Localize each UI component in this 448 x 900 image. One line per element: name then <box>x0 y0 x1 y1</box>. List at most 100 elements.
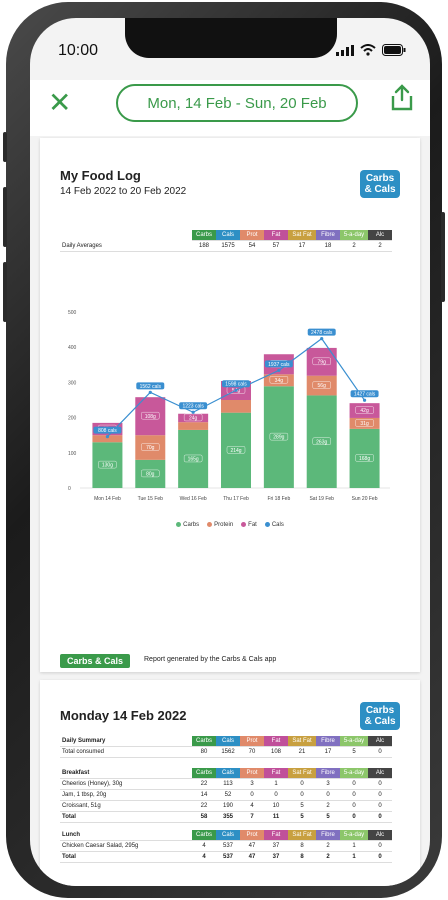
section-title: Lunch <box>60 830 192 841</box>
day-title: Monday 14 Feb 2022 <box>60 708 187 723</box>
cell: 4 <box>192 840 216 852</box>
cell: 0 <box>340 811 368 823</box>
cell: 0 <box>340 789 368 801</box>
data-label: 263g <box>316 439 327 445</box>
cell: 0 <box>340 778 368 790</box>
cell: 5 <box>288 800 316 812</box>
section-title: Breakfast <box>60 768 192 779</box>
cell: 37 <box>264 851 288 863</box>
col-header: Sat Fat <box>288 230 316 241</box>
cell: 10 <box>264 800 288 812</box>
data-label-box <box>355 454 374 462</box>
cell: 0 <box>368 840 392 852</box>
data-label-box <box>226 446 246 454</box>
legend-item-protein: Protein <box>207 522 233 528</box>
row-label: Cheerios (Honey), 30g <box>60 778 192 790</box>
data-label: 108g <box>145 414 156 420</box>
data-label: 289g <box>273 435 284 441</box>
footer-logo: Carbs & Cals <box>60 654 130 668</box>
cals-point <box>234 388 238 392</box>
section-table: Breakfast Carbs Cals Prot Fat Sat Fat Fibre 5-a… <box>60 768 392 823</box>
report-date-range: 14 Feb 2022 to 20 Feb 2022 <box>60 186 187 197</box>
col-header: 5-a-day <box>340 768 368 779</box>
wifi-icon <box>360 44 376 56</box>
cell: 0 <box>340 800 368 812</box>
cals-label: 808 cals <box>98 428 117 434</box>
y-tick-label: 100 <box>68 451 77 457</box>
cell: 80 <box>192 746 216 758</box>
cell: 0 <box>240 789 264 801</box>
header-spacer <box>60 230 192 241</box>
col-header: Alc <box>368 830 392 841</box>
data-label: 130g <box>102 463 113 469</box>
logo-line-2: & Cals <box>364 184 396 195</box>
cell: 70 <box>240 746 264 758</box>
col-header: Fat <box>264 736 288 747</box>
row-label: Chicken Caesar Salad, 295g <box>60 840 192 852</box>
cell: 0 <box>288 778 316 790</box>
data-label-box <box>183 413 203 422</box>
col-header: Alc <box>368 230 392 241</box>
legend-item-cals: Cals <box>264 522 284 528</box>
logo-line-1: Carbs <box>365 705 395 716</box>
volume-up-button <box>3 187 7 247</box>
cell: 11 <box>264 811 288 823</box>
cell: 57 <box>264 240 288 252</box>
mute-switch <box>3 132 7 162</box>
col-header: Fibre <box>316 736 340 747</box>
data-label: 34g <box>275 378 284 384</box>
cell: 17 <box>316 746 340 758</box>
data-label: 168g <box>359 456 370 462</box>
cals-point <box>277 368 281 372</box>
row-label: Total consumed <box>60 746 192 758</box>
col-header: Carbs <box>192 736 216 747</box>
col-header: 5-a-day <box>340 230 368 241</box>
cell: 54 <box>240 240 264 252</box>
cell: 5 <box>340 746 368 758</box>
cell: 3 <box>240 778 264 790</box>
col-header: Prot <box>240 830 264 841</box>
cell: 1562 <box>216 746 240 758</box>
cell: 355 <box>216 811 240 823</box>
cell: 188 <box>192 240 216 252</box>
cell: 37 <box>264 840 288 852</box>
col-header: Fat <box>264 230 288 241</box>
table-header-row: Daily Summary Carbs Cals Prot Fat Sat Fat Fibr… <box>60 736 392 747</box>
col-header: Cals <box>216 768 240 779</box>
bar-segment <box>92 435 123 443</box>
cell: 4 <box>192 851 216 863</box>
cell: 14 <box>192 789 216 801</box>
col-header: Cals <box>216 230 240 241</box>
data-label-box <box>312 357 331 366</box>
legend-item-fat: Fat <box>241 522 257 528</box>
cals-label: 1937 cals <box>268 362 290 368</box>
cell: 537 <box>216 851 240 863</box>
table-row: Croissant, 51g 22 190 4 10 5 2 0 0 <box>60 800 392 812</box>
cell: 21 <box>288 746 316 758</box>
col-header: Prot <box>240 230 264 241</box>
cell: 537 <box>216 840 240 852</box>
data-label-box <box>355 406 374 414</box>
col-header: Fibre <box>316 230 340 241</box>
col-header: Prot <box>240 768 264 779</box>
status-icons <box>336 44 406 56</box>
y-tick-label: 200 <box>68 416 77 422</box>
data-label: 214g <box>230 448 241 454</box>
cals-label: 1223 cals <box>182 404 204 410</box>
weekly-chart: 0100200300400500130g35gMon 14 Feb80g70g1… <box>68 310 390 502</box>
cals-label-box <box>93 426 122 434</box>
close-icon[interactable]: ✕ <box>48 87 72 118</box>
report-title: My Food Log <box>60 168 141 183</box>
cell: 2 <box>316 800 340 812</box>
date-range-selector[interactable]: Mon, 14 Feb - Sun, 20 Feb <box>116 84 358 122</box>
cals-label-box <box>136 382 165 390</box>
x-tick-label: Mon 14 Feb <box>94 496 121 502</box>
cell: 8 <box>288 851 316 863</box>
bar-segment <box>221 400 251 413</box>
data-label: 165g <box>188 457 199 463</box>
volume-down-button <box>3 262 7 322</box>
col-header: Prot <box>240 736 264 747</box>
col-header: Carbs <box>192 830 216 841</box>
cals-label: 1598 cals <box>225 382 247 388</box>
share-icon[interactable] <box>390 84 414 112</box>
